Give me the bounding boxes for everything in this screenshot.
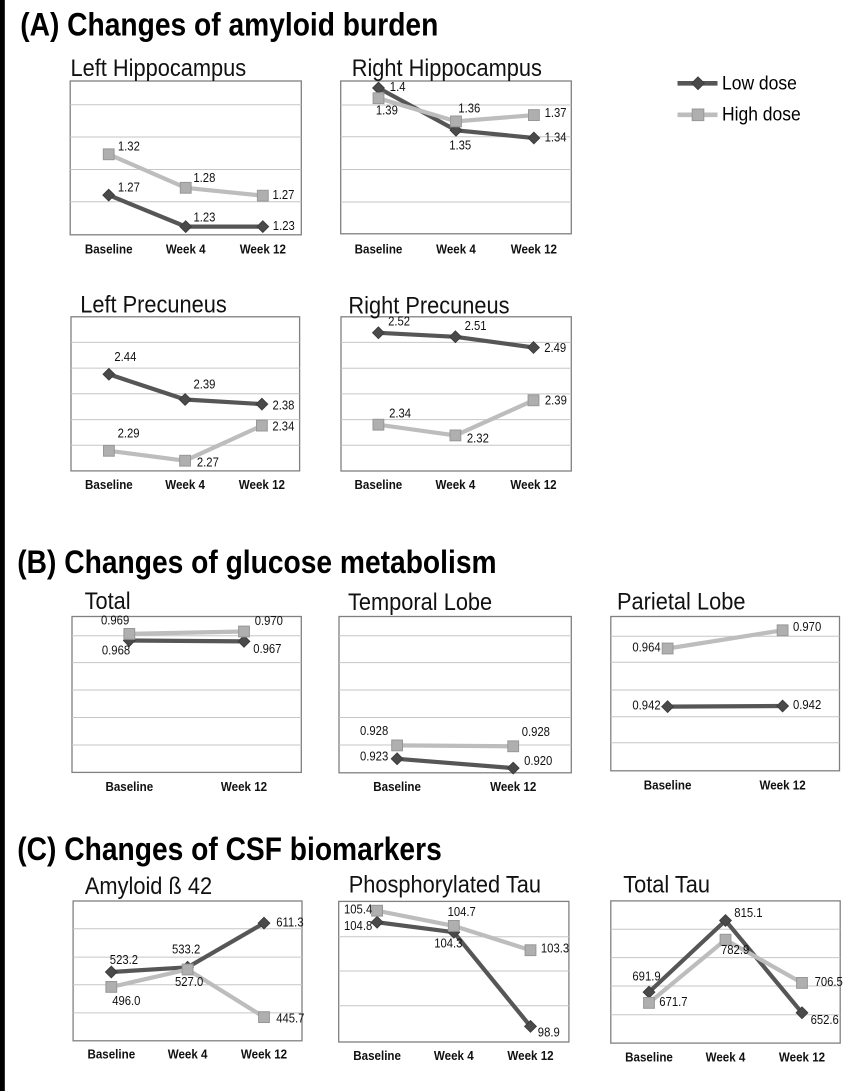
svg-text:2.51: 2.51 — [465, 318, 487, 333]
svg-text:Left Precuneus: Left Precuneus — [80, 291, 227, 318]
svg-text:Left Hippocampus: Left Hippocampus — [71, 54, 247, 81]
svg-text:(A) Changes of amyloid burden: (A) Changes of amyloid burden — [20, 7, 438, 43]
svg-text:Week 4: Week 4 — [706, 1050, 746, 1065]
svg-text:Total Tau: Total Tau — [623, 871, 710, 898]
svg-text:1.35: 1.35 — [449, 138, 471, 153]
svg-text:1.37: 1.37 — [545, 105, 567, 120]
svg-text:527.0: 527.0 — [175, 974, 203, 989]
svg-text:Week 12: Week 12 — [759, 778, 805, 793]
svg-text:Week 4: Week 4 — [436, 242, 476, 257]
svg-text:Week 12: Week 12 — [779, 1050, 825, 1065]
svg-text:Baseline: Baseline — [355, 242, 403, 257]
svg-text:1.27: 1.27 — [118, 180, 140, 195]
svg-text:2.34: 2.34 — [272, 419, 294, 434]
svg-text:611.3: 611.3 — [276, 915, 304, 930]
svg-text:Week 12: Week 12 — [490, 779, 536, 794]
svg-text:Baseline: Baseline — [85, 242, 133, 257]
svg-text:2.38: 2.38 — [273, 398, 295, 413]
svg-text:2.39: 2.39 — [194, 377, 216, 392]
svg-text:1.32: 1.32 — [118, 139, 140, 154]
svg-text:Right Precuneus: Right Precuneus — [348, 292, 509, 319]
svg-text:Week 12: Week 12 — [510, 477, 556, 492]
svg-text:0.967: 0.967 — [253, 641, 281, 656]
svg-text:0.928: 0.928 — [522, 724, 550, 739]
svg-text:Week 4: Week 4 — [168, 1047, 208, 1062]
svg-text:103.3: 103.3 — [541, 941, 569, 956]
svg-text:0.928: 0.928 — [360, 723, 388, 738]
svg-text:0.968: 0.968 — [102, 643, 130, 658]
svg-text:(C) Changes of CSF biomarkers: (C) Changes of CSF biomarkers — [17, 831, 441, 867]
svg-text:Parietal Lobe: Parietal Lobe — [617, 587, 745, 614]
svg-text:Amyloid ß 42: Amyloid ß 42 — [85, 872, 212, 899]
svg-text:2.39: 2.39 — [545, 393, 567, 408]
svg-text:523.2: 523.2 — [110, 952, 138, 967]
svg-text:Low dose: Low dose — [722, 72, 797, 94]
svg-text:Week 12: Week 12 — [239, 477, 285, 492]
svg-text:2.44: 2.44 — [114, 349, 136, 364]
svg-text:Week 12: Week 12 — [511, 242, 557, 257]
svg-text:0.942: 0.942 — [632, 698, 660, 713]
svg-text:98.9: 98.9 — [538, 1025, 560, 1040]
svg-text:652.6: 652.6 — [811, 1012, 839, 1027]
svg-text:Week 4: Week 4 — [166, 242, 206, 257]
svg-text:Week 12: Week 12 — [241, 1047, 287, 1062]
svg-text:Week 4: Week 4 — [436, 477, 476, 492]
svg-text:Baseline: Baseline — [355, 477, 403, 492]
svg-text:Total: Total — [85, 587, 131, 614]
svg-text:Baseline: Baseline — [644, 778, 692, 793]
svg-text:1.28: 1.28 — [193, 170, 215, 185]
svg-text:782.9: 782.9 — [721, 942, 749, 957]
svg-text:(B) Changes of glucose metabol: (B) Changes of glucose metabolism — [17, 544, 496, 580]
svg-text:1.36: 1.36 — [458, 101, 480, 116]
svg-text:0.964: 0.964 — [632, 640, 660, 655]
svg-text:0.970: 0.970 — [793, 619, 821, 634]
svg-text:105.4: 105.4 — [344, 902, 372, 917]
svg-text:High dose: High dose — [722, 103, 801, 125]
svg-text:Week 4: Week 4 — [434, 1048, 474, 1063]
svg-text:1.4: 1.4 — [390, 79, 406, 94]
svg-text:2.34: 2.34 — [389, 406, 411, 421]
svg-text:2.49: 2.49 — [544, 340, 566, 355]
svg-text:1.23: 1.23 — [273, 218, 295, 233]
svg-text:Baseline: Baseline — [353, 1048, 401, 1063]
svg-text:Baseline: Baseline — [87, 1047, 135, 1062]
svg-text:533.2: 533.2 — [172, 942, 200, 957]
svg-text:0.942: 0.942 — [793, 697, 821, 712]
svg-text:0.920: 0.920 — [524, 753, 552, 768]
svg-text:1.34: 1.34 — [545, 130, 567, 145]
svg-text:691.9: 691.9 — [632, 969, 660, 984]
svg-text:2.32: 2.32 — [467, 431, 489, 446]
svg-text:496.0: 496.0 — [112, 993, 140, 1008]
svg-text:Week 12: Week 12 — [507, 1048, 553, 1063]
svg-text:445.7: 445.7 — [276, 1011, 304, 1026]
svg-text:Right Hippocampus: Right Hippocampus — [352, 54, 542, 81]
svg-text:1.23: 1.23 — [194, 210, 216, 225]
svg-text:Phosphorylated Tau: Phosphorylated Tau — [349, 871, 541, 898]
svg-text:0.969: 0.969 — [101, 613, 129, 628]
svg-text:Baseline: Baseline — [85, 477, 133, 492]
svg-text:2.29: 2.29 — [118, 426, 140, 441]
svg-text:Week 4: Week 4 — [165, 477, 205, 492]
svg-text:0.923: 0.923 — [360, 749, 388, 764]
svg-text:Week 12: Week 12 — [240, 242, 286, 257]
svg-text:Baseline: Baseline — [373, 779, 421, 794]
svg-text:2.52: 2.52 — [388, 314, 410, 329]
svg-text:Temporal Lobe: Temporal Lobe — [348, 588, 492, 615]
svg-text:671.7: 671.7 — [659, 994, 687, 1009]
svg-text:Baseline: Baseline — [105, 779, 153, 794]
svg-text:104.3: 104.3 — [434, 936, 462, 951]
svg-text:2.27: 2.27 — [197, 455, 219, 470]
svg-text:1.27: 1.27 — [273, 187, 295, 202]
svg-text:0.970: 0.970 — [255, 613, 283, 628]
svg-text:Baseline: Baseline — [625, 1050, 673, 1065]
svg-text:Week 12: Week 12 — [221, 779, 267, 794]
svg-text:104.8: 104.8 — [344, 918, 372, 933]
svg-text:706.5: 706.5 — [815, 974, 843, 989]
svg-text:104.7: 104.7 — [448, 904, 476, 919]
svg-text:1.39: 1.39 — [376, 103, 398, 118]
svg-text:815.1: 815.1 — [734, 905, 762, 920]
